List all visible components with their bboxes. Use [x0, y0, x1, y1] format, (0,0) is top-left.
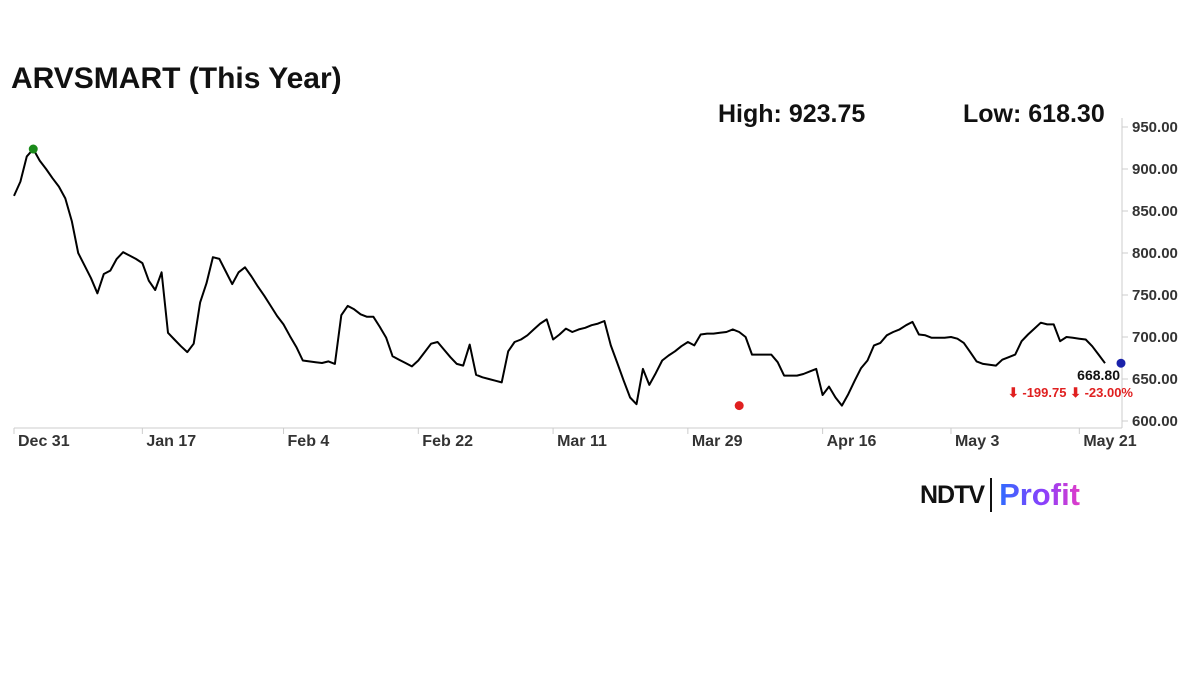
change-label: ⬇ -199.75 ⬇ -23.00%: [1008, 385, 1134, 400]
x-tick-label: May 21: [1083, 433, 1136, 450]
y-tick-label: 850.00: [1132, 203, 1178, 220]
logo-brand: NDTV: [920, 480, 985, 509]
y-axis: 950.00 900.00 850.00 800.00 750.00 700.00 650.…: [1121, 118, 1178, 430]
y-tick-label: 800.00: [1132, 245, 1178, 262]
x-tick-label: Apr 16: [827, 433, 877, 450]
high-value-label: High: 923.75: [718, 100, 866, 128]
y-tick-label: 600.00: [1132, 413, 1178, 430]
y-tick-label: 950.00: [1132, 119, 1178, 136]
markers-group: 668.80 ⬇ -199.75 ⬇ -23.00%: [28, 144, 1134, 411]
last-point-marker: [1116, 358, 1126, 368]
x-tick-label: Mar 11: [557, 433, 607, 450]
chart-title: ARVSMART (This Year): [11, 62, 342, 95]
y-tick-label: 750.00: [1132, 287, 1178, 304]
x-tick-label: Feb 22: [422, 433, 473, 450]
low-value-label: Low: 618.30: [963, 100, 1105, 128]
low-point-marker: [734, 401, 744, 411]
last-value-label: 668.80: [1077, 367, 1120, 383]
x-axis: Dec 31 Jan 17 Feb 4 Feb 22 Mar 11 Mar 29 Apr 1…: [13, 427, 1137, 450]
high-point-marker: [28, 144, 38, 154]
price-line: [13, 148, 1106, 407]
ndtv-profit-logo: NDTV Profit: [920, 475, 1080, 515]
x-tick-label: Dec 31: [18, 433, 70, 450]
y-tick-label: 900.00: [1132, 161, 1178, 178]
x-tick-label: Jan 17: [146, 433, 196, 450]
x-tick-label: Feb 4: [288, 433, 330, 450]
y-tick-label: 700.00: [1132, 329, 1178, 346]
logo-product: Profit: [999, 477, 1080, 512]
series-group: [13, 148, 1106, 407]
x-tick-label: May 3: [955, 433, 1000, 450]
x-tick-label: Mar 29: [692, 433, 743, 450]
logo-divider: [990, 478, 993, 512]
y-tick-label: 650.00: [1132, 371, 1178, 388]
